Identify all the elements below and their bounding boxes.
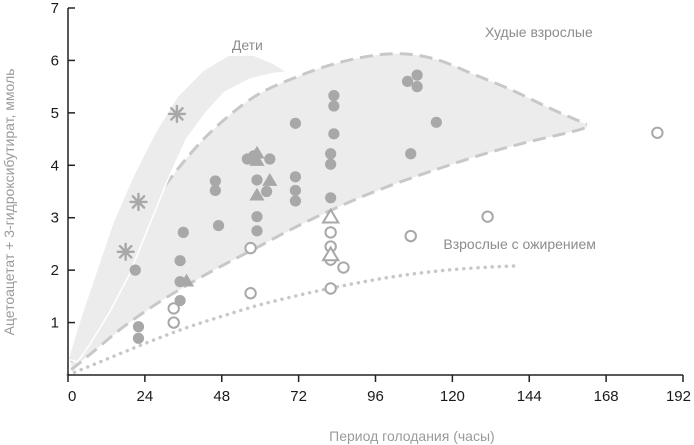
y-tick-label-5: 5 [51, 105, 59, 122]
marker-circle-filled-1-31 [430, 116, 442, 128]
marker-circle-filled-1-21 [328, 89, 340, 102]
marker-circle-filled-1-28 [411, 69, 423, 81]
marker-circle-filled-1-23 [328, 128, 340, 140]
x-tick-label-120: 120 [440, 388, 465, 405]
y-axis-title: Ацетоацетат + 3-гидроксибутират, ммоль [1, 69, 17, 336]
marker-circle-open-3-11 [651, 126, 664, 139]
marker-triangle-open-4-1 [321, 245, 341, 262]
marker-circle-filled-1-19 [289, 184, 302, 197]
marker-circle-filled-1-16 [264, 153, 276, 165]
marker-circle-filled-1-8 [209, 184, 221, 197]
marker-triangle-filled-2-1 [249, 153, 265, 166]
x-tick-label-192: 192 [666, 388, 691, 405]
region-label-2: Взрослые с ожирением [443, 236, 595, 252]
marker-circle-filled-1-12 [251, 174, 263, 186]
marker-circle-open-3-9 [404, 229, 417, 243]
marker-circle-open-3-2 [244, 241, 257, 255]
marker-circle-filled-1-26 [325, 192, 337, 204]
marker-asterisk-0-0 [167, 104, 187, 124]
y-tick-label-7: 7 [51, 0, 59, 17]
marker-circle-filled-1-17 [289, 117, 302, 129]
region-label-0: Дети [232, 37, 263, 53]
y-tick-label-6: 6 [51, 52, 59, 69]
marker-circle-filled-1-24 [325, 148, 337, 160]
marker-circle-filled-1-6 [177, 226, 189, 238]
marker-circle-filled-1-0 [129, 264, 141, 276]
marker-circle-open-3-3 [244, 287, 257, 300]
marker-circle-open-3-1 [167, 316, 180, 329]
marker-circle-filled-1-20 [289, 195, 302, 207]
children-band [67, 54, 289, 363]
marker-asterisk-0-2 [116, 242, 135, 261]
lean-adults-lower-boundary [70, 126, 588, 371]
marker-circle-filled-1-7 [209, 175, 221, 187]
marker-circle-filled-1-18 [289, 171, 302, 183]
marker-triangle-filled-2-2 [249, 187, 265, 201]
marker-circle-open-3-10 [481, 210, 494, 223]
marker-circle-filled-1-27 [401, 75, 414, 87]
x-tick-label-72: 72 [290, 388, 307, 405]
y-tick-label-4: 4 [51, 157, 59, 174]
marker-circle-filled-1-22 [328, 100, 340, 112]
marker-circle-filled-1-2 [132, 332, 145, 344]
marker-circle-filled-1-1 [132, 321, 145, 333]
marker-asterisk-0-1 [129, 192, 148, 212]
x-axis-title: Период голодания (часы) [329, 428, 495, 444]
y-tick-label-1: 1 [51, 315, 59, 332]
x-tick-label-48: 48 [213, 388, 230, 405]
marker-circle-filled-1-5 [174, 255, 186, 267]
marker-circle-filled-1-15 [260, 185, 273, 198]
marker-circle-open-3-4 [324, 226, 337, 239]
lean-adults-band [71, 53, 587, 370]
x-tick-label-168: 168 [594, 388, 619, 405]
marker-circle-filled-1-29 [411, 81, 423, 93]
marker-circle-filled-1-30 [405, 148, 417, 160]
region-label-1: Худые взрослые [485, 24, 593, 40]
marker-circle-open-3-8 [337, 261, 350, 274]
marker-circle-filled-1-13 [251, 211, 263, 223]
marker-circle-filled-1-14 [251, 225, 263, 237]
marker-circle-filled-1-9 [212, 219, 225, 232]
x-tick-label-0: 0 [68, 388, 76, 405]
marker-triangle-filled-2-4 [178, 273, 195, 287]
x-tick-label-144: 144 [517, 388, 542, 405]
y-tick-label-3: 3 [51, 210, 59, 227]
marker-triangle-filled-2-3 [262, 173, 278, 186]
x-tick-label-24: 24 [137, 388, 154, 405]
marker-circle-open-3-7 [324, 282, 337, 295]
marker-triangle-filled-2-0 [249, 145, 265, 159]
x-tick-label-96: 96 [367, 388, 384, 405]
marker-circle-open-3-0 [167, 302, 180, 315]
marker-circle-filled-1-25 [325, 158, 337, 170]
marker-circle-filled-1-3 [174, 294, 186, 307]
marker-triangle-open-4-0 [321, 207, 341, 224]
y-tick-label-2: 2 [51, 262, 59, 279]
